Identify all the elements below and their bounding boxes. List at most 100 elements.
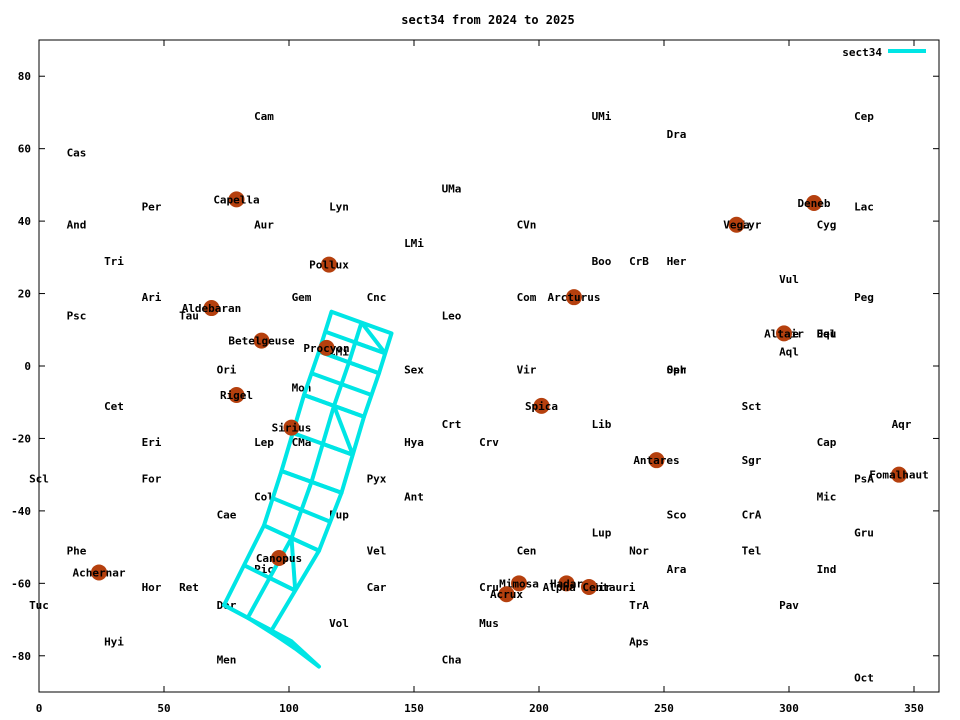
constellation-label: UMi xyxy=(592,110,612,123)
constellation-label: Ret xyxy=(179,581,199,594)
sector-camera-outline xyxy=(222,603,321,669)
constellation-label: Gru xyxy=(854,527,874,540)
constellation-label: Men xyxy=(217,653,237,666)
star-marker xyxy=(271,549,287,566)
star-marker xyxy=(283,419,300,436)
star-label: Deneb xyxy=(797,197,830,210)
constellation-label: Ind xyxy=(817,563,837,576)
constellation-label: Mus xyxy=(479,617,499,630)
constellation-label: Cep xyxy=(854,110,874,123)
star-marker xyxy=(728,216,745,233)
star-label: Altair xyxy=(764,327,804,340)
constellation-label: Psc xyxy=(67,309,87,322)
constellation-label: Lup xyxy=(592,527,612,540)
star-marker xyxy=(91,564,107,581)
constellation-label: Lac xyxy=(854,201,874,214)
y-tick-label: 40 xyxy=(18,215,31,228)
constellation-label: Com xyxy=(517,291,537,304)
constellation-label: Cas xyxy=(67,146,87,159)
constellation-label: Cae xyxy=(217,509,237,522)
constellation-label: Ari xyxy=(142,291,162,304)
star-marker xyxy=(891,466,907,483)
star-label: Vega xyxy=(723,219,750,232)
star-marker xyxy=(228,386,245,403)
constellation-label: CrA xyxy=(742,509,762,522)
constellation-label: Boo xyxy=(592,255,612,268)
constellation-label: Car xyxy=(367,581,387,594)
sector-ccd-divider xyxy=(310,371,373,397)
constellation-label: Nor xyxy=(629,545,649,558)
star-marker xyxy=(321,256,337,273)
constellation-label: Vel xyxy=(367,545,387,558)
star-label: Alpha Centauri xyxy=(543,581,636,594)
y-tick-label: 20 xyxy=(18,288,31,301)
star-marker xyxy=(511,575,527,592)
constellation-label: Peg xyxy=(854,291,874,304)
x-tick-label: 50 xyxy=(157,702,170,715)
constellation-label: Tri xyxy=(104,255,124,268)
star-label: Procyon xyxy=(303,342,349,355)
constellation-label: Vul xyxy=(779,273,799,286)
constellation-label: Ori xyxy=(217,364,237,377)
star-label: Aldebaran xyxy=(182,302,242,315)
star-label: Antares xyxy=(633,454,679,467)
star-label: Pollux xyxy=(309,259,349,272)
constellation-label: Tel xyxy=(742,545,762,558)
constellation-label: Hya xyxy=(404,436,424,449)
constellation-label: Lyr xyxy=(742,219,762,232)
star-marker xyxy=(558,575,575,592)
constellation-labels: Cam UMi Cep Dra Cas UMa Per Lyn Lac And Aur CVn Cyg L… xyxy=(29,110,912,684)
constellation-label: Cen xyxy=(517,545,537,558)
star-marker xyxy=(648,452,665,469)
constellation-label: TrA xyxy=(629,599,649,612)
constellation-label: CrB xyxy=(629,255,649,268)
constellation-label: Aur xyxy=(254,219,274,232)
constellation-label: Sex xyxy=(404,364,424,377)
star-marker xyxy=(498,586,515,603)
constellation-label: Oph xyxy=(667,364,687,377)
x-tick-label: 200 xyxy=(529,702,549,715)
star-marker xyxy=(776,325,792,342)
constellation-label: PsA xyxy=(854,472,874,485)
y-tick-label: -40 xyxy=(11,505,31,518)
star-marker xyxy=(228,191,245,208)
constellation-label: Eri xyxy=(142,436,162,449)
constellation-label: CVn xyxy=(517,219,537,232)
x-tick-label: 350 xyxy=(904,702,924,715)
constellation-label: Aqr xyxy=(892,418,912,431)
constellation-label: Sct xyxy=(742,400,762,413)
star-label: Arcturus xyxy=(548,291,601,304)
star-marker xyxy=(533,397,550,414)
constellation-label: Lyn xyxy=(329,201,349,214)
bright-stars: Capella Deneb Vega Pollux Arcturus Aldebaran A… xyxy=(73,191,929,603)
x-tick-label: 100 xyxy=(279,702,299,715)
star-label: Acrux xyxy=(490,588,523,601)
star-marker xyxy=(253,332,270,349)
star-marker xyxy=(203,300,220,317)
x-tick-label: 150 xyxy=(404,702,424,715)
star-label: Capella xyxy=(213,193,259,206)
constellation-label: Cnc xyxy=(367,291,387,304)
star-label: Spica xyxy=(525,400,558,413)
constellation-label: Phe xyxy=(67,545,87,558)
constellation-label: And xyxy=(67,219,87,232)
constellation-label: Cet xyxy=(104,400,124,413)
constellation-label: Cap xyxy=(817,436,837,449)
star-label: Sirius xyxy=(272,422,312,435)
y-tick-label: 60 xyxy=(18,143,31,156)
sector-ccd-diagonal xyxy=(322,441,354,457)
constellation-label: Crv xyxy=(479,436,499,449)
constellation-label: Sgr xyxy=(742,454,762,467)
constellation-label: Crt xyxy=(442,418,462,431)
constellation-label: Leo xyxy=(442,309,462,322)
constellation-label: Cam xyxy=(254,110,274,123)
star-label: Canopus xyxy=(256,552,302,565)
constellation-label: Lep xyxy=(254,436,274,449)
constellation-label: Equ xyxy=(817,327,837,340)
constellation-label: Vir xyxy=(517,364,537,377)
constellation-label: Oct xyxy=(854,672,874,685)
constellation-label: Her xyxy=(667,255,687,268)
star-marker xyxy=(806,195,822,211)
y-tick-label: 80 xyxy=(18,70,31,83)
y-tick-label: -60 xyxy=(11,577,31,590)
